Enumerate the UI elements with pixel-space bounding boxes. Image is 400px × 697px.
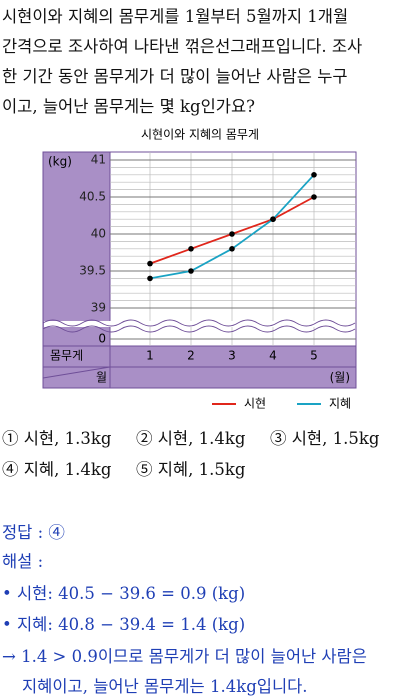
x-tick-label: 2 — [187, 349, 195, 363]
choice: ⑤ 지혜, 1.5kg — [136, 460, 246, 479]
y-tick-label: 39 — [91, 301, 106, 315]
col-header: 월 — [96, 371, 107, 385]
table-diagonal — [42, 366, 111, 379]
choice: ④ 지혜, 1.4kg — [2, 460, 112, 479]
data-point — [188, 268, 194, 274]
data-point — [270, 216, 276, 222]
axis-break — [42, 325, 356, 333]
y-unit: (kg) — [48, 155, 72, 169]
data-point — [311, 172, 317, 178]
data-point — [311, 194, 317, 200]
explanation-line: • 지혜: 40.8 − 39.4 = 1.4 (kg) — [2, 615, 246, 634]
choice: ① 시현, 1.3kg — [2, 429, 112, 448]
x-unit: (월) — [330, 371, 350, 385]
answer: 정답 : ④ — [2, 523, 65, 542]
y-tick-label: 40.5 — [79, 190, 106, 204]
data-point — [147, 260, 153, 267]
x-tick-label: 4 — [269, 349, 277, 363]
explanation-line: 지혜이고, 늘어난 몸무게는 1.4kg입니다. — [22, 677, 308, 696]
legend-label: 지혜 — [329, 397, 351, 411]
legend-label: 시현 — [244, 397, 266, 411]
explanation-line: → 1.4 > 0.9이므로 몸무게가 더 많이 늘어난 사람은 — [2, 647, 367, 666]
x-tick-label: 1 — [146, 349, 154, 363]
explanation-title: 해설 : — [2, 552, 44, 571]
question-line: 이고, 늘어난 몸무게는 몇 kg인가요? — [2, 97, 255, 116]
axis-break — [42, 319, 356, 327]
y-tick-label: 41 — [91, 153, 106, 167]
break-gap — [44, 321, 355, 327]
x-tick-label: 3 — [228, 349, 236, 363]
x-tick-label: 5 — [310, 349, 318, 363]
choice: ② 시현, 1.4kg — [136, 429, 246, 448]
y-tick-label: 40 — [91, 227, 106, 241]
question-line: 시현이와 지혜의 몸무게를 1월부터 5월까지 1개월 — [2, 7, 349, 26]
question-line: 한 기간 동안 몸무게가 더 많이 늘어난 사람은 누구 — [2, 67, 348, 86]
y-origin-label: 0 — [98, 332, 106, 346]
row-header: 몸무게 — [50, 349, 83, 363]
y-tick-label: 39.5 — [79, 264, 106, 278]
explanation-line: • 시현: 40.5 − 39.6 = 0.9 (kg) — [2, 584, 246, 603]
data-point — [188, 246, 194, 252]
data-point — [229, 246, 235, 252]
chart-title: 시현이와 지혜의 몸무게 — [141, 128, 259, 142]
data-point — [229, 231, 235, 237]
choice: ③ 시현, 1.5kg — [270, 429, 380, 448]
data-point — [147, 275, 153, 282]
question-line: 간격으로 조사하여 나타낸 꺾은선그래프입니다. 조사 — [2, 37, 363, 56]
